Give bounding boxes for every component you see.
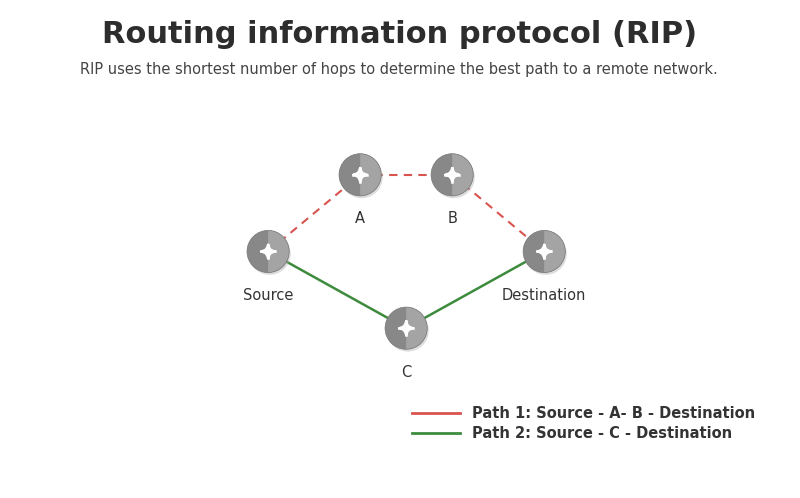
Text: Source: Source: [243, 288, 294, 303]
Circle shape: [249, 233, 290, 275]
Text: B: B: [447, 211, 457, 226]
Wedge shape: [406, 307, 427, 349]
Circle shape: [386, 309, 429, 352]
Text: A: A: [355, 211, 365, 226]
Wedge shape: [544, 231, 566, 272]
Wedge shape: [452, 154, 474, 196]
Circle shape: [341, 156, 382, 198]
Circle shape: [385, 307, 427, 349]
Circle shape: [433, 156, 475, 198]
Wedge shape: [360, 154, 382, 196]
Text: RIP uses the shortest number of hops to determine the best path to a remote netw: RIP uses the shortest number of hops to …: [80, 62, 718, 77]
Circle shape: [525, 233, 567, 275]
Circle shape: [247, 231, 290, 272]
Text: Destination: Destination: [502, 288, 586, 303]
Text: Path 1: Source - A- B - Destination: Path 1: Source - A- B - Destination: [472, 406, 755, 421]
Circle shape: [523, 231, 566, 272]
Circle shape: [431, 154, 474, 196]
Wedge shape: [268, 231, 290, 272]
Text: C: C: [401, 365, 411, 379]
Circle shape: [339, 154, 382, 196]
Text: Path 2: Source - C - Destination: Path 2: Source - C - Destination: [472, 426, 732, 441]
Text: Routing information protocol (RIP): Routing information protocol (RIP): [102, 20, 698, 49]
